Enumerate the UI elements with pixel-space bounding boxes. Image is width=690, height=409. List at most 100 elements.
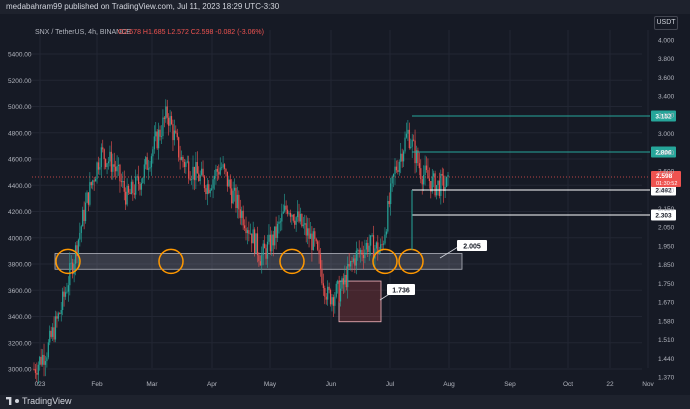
candle-body (135, 176, 137, 195)
level-label: 2.806 (655, 150, 672, 157)
x-axis-tick: Oct (563, 381, 573, 388)
right-axis-tick: 3.400 (658, 94, 675, 101)
last-price-countdown: 01:30:52 (656, 181, 677, 187)
candle-body (410, 146, 412, 148)
candle-body (159, 129, 161, 137)
candle-body (404, 137, 406, 152)
candle-body (262, 243, 264, 255)
publish-header: medabahram99 published on TradingView.co… (0, 0, 690, 14)
candle-body (70, 262, 72, 264)
candle-body (226, 171, 228, 187)
candle-body (170, 116, 173, 125)
candle-body (60, 310, 62, 314)
candle-body (208, 184, 210, 194)
candle-body (417, 150, 419, 164)
candle-body (434, 173, 436, 196)
candle-body (44, 361, 47, 365)
candle-body (388, 201, 390, 205)
candle-body (286, 209, 289, 214)
candle-body (355, 250, 357, 266)
candle-body (153, 136, 155, 150)
right-axis-tick: 2.050 (658, 225, 675, 232)
candle-body (317, 241, 319, 250)
candle-body (77, 239, 80, 257)
candle-body (59, 313, 61, 315)
candle-body (421, 179, 423, 185)
candle-body (377, 242, 379, 255)
candle-body (97, 162, 100, 170)
last-price-box (651, 171, 681, 187)
candle-body (107, 161, 110, 164)
candle-body (431, 176, 433, 192)
candle-body (362, 254, 365, 259)
candle-body (206, 184, 208, 195)
candle-body (371, 235, 373, 236)
left-axis-tick: 4800.00 (8, 130, 32, 137)
x-axis-tick: Aug (443, 381, 455, 388)
candle-body (258, 255, 260, 262)
candle-body (420, 168, 422, 180)
left-axis-tick: 4600.00 (8, 157, 32, 164)
candle-body (433, 173, 435, 177)
candle-body (352, 258, 355, 262)
candle-body (72, 262, 74, 275)
candle-body (259, 261, 261, 266)
publish-line: medabahram99 published on TradingView.co… (6, 2, 280, 11)
candle-body (103, 149, 105, 160)
right-axis-tick: 1.440 (658, 356, 675, 363)
candle-body (165, 106, 167, 119)
currency-button[interactable]: USDT (654, 16, 678, 30)
candle-body (36, 372, 38, 375)
candle-body (143, 164, 145, 178)
candle-body (40, 356, 42, 365)
candle-body (155, 131, 157, 137)
candle-body (402, 151, 405, 162)
x-axis-tick: May (264, 381, 277, 388)
candle-body (87, 192, 90, 205)
zone-label: 2.005 (463, 244, 481, 251)
candle-body (37, 364, 39, 375)
candle-body (321, 268, 323, 284)
legend-symbol: SNX / TetherUS, 4h, BINANCE (35, 29, 131, 36)
x-axis-tick: Apr (207, 381, 218, 388)
candle-body (149, 167, 151, 169)
level-label-box (651, 184, 676, 196)
candle-body (54, 316, 57, 340)
left-axis-tick: 3600.00 (8, 288, 32, 295)
candle-body (380, 244, 382, 251)
candle-body (274, 226, 276, 246)
candle-body (216, 168, 218, 172)
candle-body (148, 168, 150, 170)
candle-body (150, 156, 153, 168)
left-axis-tick: 3000.00 (8, 367, 32, 374)
candle-body (139, 183, 141, 190)
candle-body (93, 180, 95, 182)
candle-body (110, 151, 112, 172)
x-axis-tick: Jul (386, 381, 395, 388)
candle-body (186, 161, 188, 163)
touch-circle (279, 248, 305, 275)
candle-body (132, 181, 134, 194)
right-axis-tick: 1.950 (658, 243, 675, 250)
candle-body (80, 226, 82, 233)
candle-body (233, 187, 236, 191)
candle-body (331, 297, 333, 305)
candle-body (215, 168, 217, 177)
candle-body (252, 229, 254, 244)
candle-body (178, 137, 180, 158)
candle-body (236, 194, 239, 209)
candle-body (294, 220, 296, 225)
candle-body (370, 235, 372, 246)
candle-body (351, 261, 353, 262)
candle-body (169, 116, 171, 126)
candle-body (82, 209, 84, 227)
candle-body (298, 211, 300, 222)
candle-body (282, 211, 284, 214)
candle-body (89, 182, 91, 205)
candle-body (225, 168, 227, 172)
tradingview-logo[interactable]: TradingView (6, 396, 72, 406)
grid (32, 30, 649, 370)
candle-body (34, 369, 37, 373)
candle-body (120, 181, 122, 183)
